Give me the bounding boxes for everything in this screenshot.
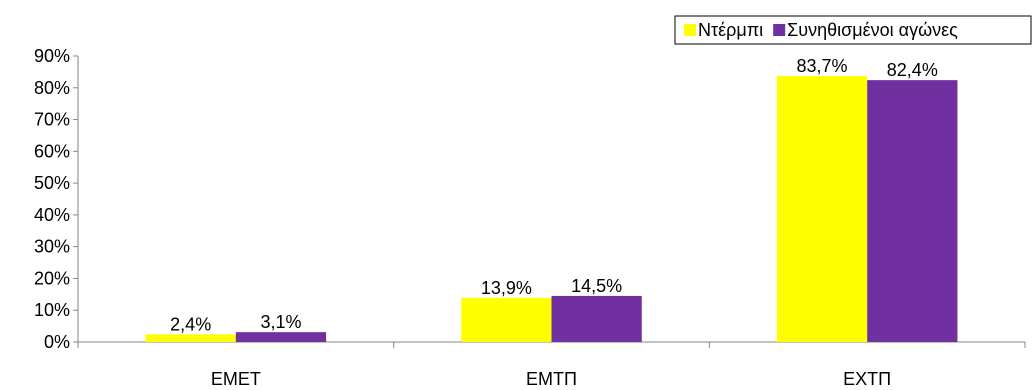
bar [867, 80, 958, 342]
data-label: 83,7% [797, 56, 848, 76]
bar [235, 332, 327, 342]
bar [461, 297, 552, 342]
data-label: 14,5% [571, 276, 622, 296]
y-tick-label: 70% [34, 110, 70, 130]
legend-label: Συνηθισμένοι αγώνες [787, 20, 958, 40]
x-axis: ΕΜΕΤ ΕΜΤΠ ΕΧΤΠ [77, 341, 1026, 389]
y-tick-label: 30% [34, 237, 70, 257]
bar [776, 76, 868, 343]
legend-swatch [773, 24, 786, 36]
legend-swatch [684, 24, 696, 36]
data-label: 3,1% [260, 312, 301, 332]
y-tick-label: 10% [34, 300, 70, 320]
data-label: 82,4% [887, 60, 938, 80]
x-category-label: ΕΜΕΤ [211, 369, 261, 389]
y-tick-label: 0% [44, 332, 70, 352]
data-label: 13,9% [481, 278, 532, 298]
bar [145, 334, 236, 342]
y-tick-label: 40% [34, 205, 70, 225]
x-category-label: ΕΧΤΠ [843, 369, 891, 389]
legend-box [674, 15, 1032, 45]
bar [551, 295, 642, 342]
y-tick-label: 20% [34, 268, 70, 288]
data-labels: 2,4% 3,1% 13,9% 14,5% 83,7% 82,4% [170, 56, 938, 334]
legend: Ντέρμπι Συνηθισμένοι αγώνες [674, 15, 1032, 45]
x-category-label: ΕΜΤΠ [526, 369, 577, 389]
bars [145, 76, 958, 343]
y-tick-label: 60% [34, 141, 70, 161]
data-label: 2,4% [170, 314, 211, 334]
y-axis: 0% 10% 20% 30% 40% 50% 60% 70% 80% 90% [34, 46, 79, 352]
y-tick-label: 80% [34, 78, 70, 98]
legend-label: Ντέρμπι [698, 20, 763, 40]
y-tick-label: 50% [34, 173, 70, 193]
y-tick-label: 90% [34, 46, 70, 66]
